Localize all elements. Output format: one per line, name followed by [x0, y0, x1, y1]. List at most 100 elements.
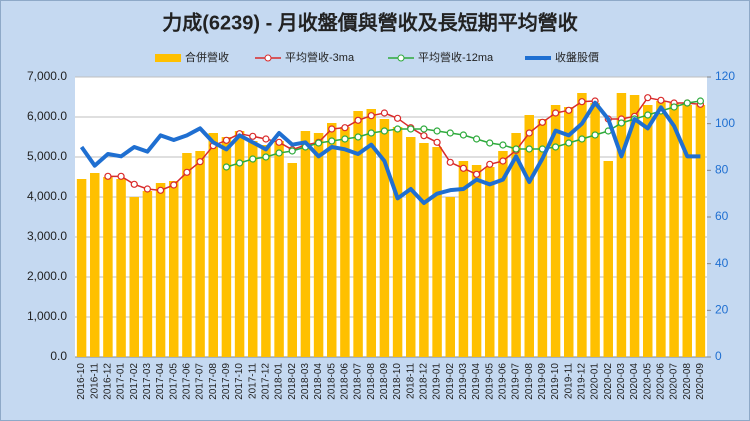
- marker: [262, 135, 270, 143]
- marker: [314, 139, 323, 147]
- x-tick-label: 2018-06: [340, 363, 351, 400]
- y2-tick-label: 80: [715, 163, 729, 177]
- marker: [499, 141, 507, 149]
- bar: [379, 119, 390, 357]
- marker: [196, 158, 204, 166]
- x-tick-label: 2020-05: [642, 363, 653, 400]
- marker: [486, 139, 494, 147]
- x-tick-label: 2019-05: [484, 363, 495, 400]
- bar: [103, 177, 113, 357]
- x-tick-label: 2020-09: [695, 363, 706, 400]
- bar: [116, 179, 126, 357]
- y2-tick-label: 20: [715, 303, 729, 317]
- bar: [616, 93, 627, 357]
- marker: [117, 172, 125, 180]
- x-tick-label: 2017-09: [221, 363, 232, 400]
- bar: [485, 167, 495, 357]
- bar: [76, 179, 87, 357]
- bar: [366, 109, 376, 357]
- marker: [657, 96, 665, 104]
- marker: [328, 137, 336, 145]
- bar: [682, 105, 692, 357]
- marker: [696, 97, 705, 105]
- marker: [420, 125, 428, 133]
- marker: [670, 103, 678, 111]
- x-tick-label: 2019-02: [445, 363, 456, 400]
- x-tick-label: 2019-01: [432, 363, 443, 400]
- x-tick-label: 2017-01: [116, 363, 127, 400]
- bar: [195, 151, 205, 357]
- marker: [354, 133, 362, 141]
- marker: [341, 135, 349, 143]
- marker: [578, 98, 586, 106]
- marker: [420, 132, 428, 140]
- bar: [564, 107, 574, 357]
- x-tick-label: 2018-11: [405, 363, 416, 399]
- marker: [472, 170, 481, 178]
- marker: [512, 145, 520, 153]
- y2-tick-label: 40: [715, 256, 729, 270]
- legend-swatch: [155, 54, 181, 62]
- marker: [275, 138, 283, 146]
- marker: [328, 125, 336, 133]
- bar: [327, 123, 337, 357]
- marker: [367, 112, 375, 120]
- marker: [459, 164, 468, 172]
- bar: [643, 105, 653, 357]
- bar: [340, 127, 350, 357]
- x-tick-label: 2017-10: [234, 363, 245, 400]
- marker: [499, 157, 507, 165]
- y-tick-label: 6,000.0: [27, 109, 67, 123]
- y-tick-label: 0.0: [50, 349, 67, 363]
- bar: [353, 111, 363, 357]
- bar: [511, 133, 521, 357]
- marker: [407, 125, 415, 133]
- x-tick-label: 2019-09: [537, 363, 548, 400]
- marker: [486, 160, 494, 168]
- marker: [249, 132, 257, 140]
- marker: [341, 124, 349, 132]
- y-tick-label: 1,000.0: [27, 309, 67, 323]
- bar: [90, 173, 100, 357]
- x-tick-label: 2019-07: [511, 363, 522, 400]
- y2-tick-label: 60: [715, 209, 729, 223]
- bar: [155, 183, 166, 357]
- marker: [130, 180, 138, 188]
- bar: [669, 103, 679, 357]
- x-tick-label: 2018-04: [313, 363, 324, 400]
- x-tick-label: 2017-06: [182, 363, 193, 400]
- marker: [446, 129, 454, 137]
- marker: [525, 129, 533, 137]
- x-tick-label: 2019-10: [550, 363, 561, 400]
- x-tick-label: 2018-01: [274, 363, 285, 400]
- bar: [274, 141, 284, 357]
- x-tick-label: 2019-06: [498, 363, 509, 400]
- marker: [288, 147, 296, 155]
- bar: [498, 151, 508, 357]
- bar: [287, 163, 297, 357]
- marker: [380, 127, 389, 135]
- bar: [537, 119, 548, 357]
- marker: [104, 172, 112, 180]
- marker: [644, 111, 652, 119]
- y-tick-label: 4,000.0: [27, 189, 67, 203]
- bar: [656, 101, 666, 357]
- marker: [354, 116, 362, 124]
- y2-tick-label: 120: [715, 69, 735, 83]
- bar: [182, 153, 192, 357]
- bar: [300, 131, 311, 357]
- x-tick-label: 2016-11: [89, 363, 100, 399]
- marker: [551, 109, 560, 117]
- y-tick-label: 3,000.0: [27, 229, 67, 243]
- marker: [367, 129, 375, 137]
- x-tick-label: 2017-04: [155, 363, 166, 400]
- legend-label: 平均營收-12ma: [418, 50, 494, 64]
- legend-label: 平均營收-3ma: [285, 50, 355, 64]
- x-tick-label: 2017-08: [208, 363, 219, 400]
- x-tick-label: 2017-11: [247, 363, 258, 399]
- marker: [393, 125, 402, 133]
- x-tick-label: 2019-04: [471, 363, 482, 400]
- marker: [644, 94, 652, 102]
- marker: [565, 139, 573, 147]
